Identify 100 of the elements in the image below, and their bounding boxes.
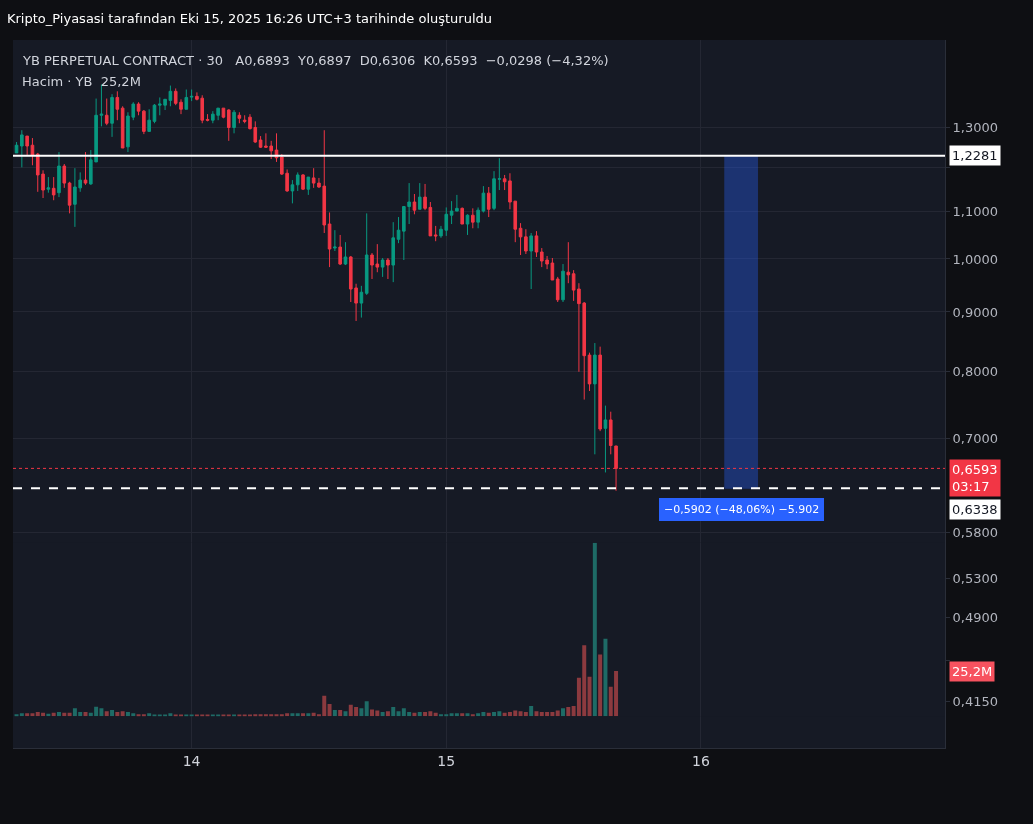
candlestick — [359, 285, 364, 319]
candlestick — [333, 229, 337, 252]
bar — [385, 711, 390, 717]
candlestick — [433, 225, 438, 242]
bar — [454, 713, 459, 717]
y-tick-label: 0,9000 — [952, 304, 999, 320]
bar — [338, 710, 343, 717]
candlestick — [205, 113, 210, 122]
candlestick — [465, 213, 470, 236]
bar — [141, 714, 146, 717]
candlestick — [295, 171, 300, 192]
candlestick — [566, 241, 571, 284]
candlestick — [471, 207, 475, 229]
candlestick — [62, 163, 67, 189]
bar — [433, 712, 438, 717]
y-tick-label: 1,0000 — [952, 251, 999, 267]
bar — [147, 713, 152, 717]
candlestick — [386, 257, 390, 280]
bar — [19, 713, 24, 717]
text: YB PERPETUAL CONTRACT · 30 A0,6893 Y0,6897 D0,6306 K0,6593 −0,0298 (−4,32%) — [22, 53, 609, 68]
y-tick-label: 0,4900 — [952, 610, 999, 626]
y-tick-label: 0,4150 — [952, 693, 999, 709]
bar — [603, 638, 608, 717]
candlestick — [603, 405, 608, 473]
candlestick — [25, 135, 29, 156]
candlestick — [110, 93, 114, 138]
bar — [555, 710, 560, 717]
candlestick — [189, 89, 194, 102]
y-tick-label: 0,7000 — [952, 430, 999, 446]
bar — [115, 711, 120, 717]
bar — [306, 713, 311, 717]
candlestick — [147, 108, 151, 132]
bar — [523, 711, 528, 717]
bar — [566, 707, 571, 717]
candlestick — [364, 212, 369, 296]
candlestick — [67, 181, 72, 214]
bar — [295, 713, 300, 717]
candlestick — [391, 221, 396, 283]
ref-line-label: 0,6593 03:17 — [952, 462, 998, 494]
y-tick-label: 0,5800 — [952, 525, 999, 541]
candlestick — [226, 108, 231, 142]
bar — [417, 711, 422, 717]
candlestick — [57, 151, 61, 198]
bar — [476, 713, 481, 717]
bar — [561, 708, 565, 717]
bar — [592, 542, 597, 717]
bar — [492, 711, 497, 717]
bar — [104, 711, 109, 717]
candlestick — [460, 206, 464, 225]
bar — [301, 713, 306, 717]
bar — [423, 711, 428, 717]
bar — [364, 701, 369, 717]
text: 25,2M — [952, 664, 993, 679]
candlestick — [184, 89, 189, 110]
bar — [587, 676, 592, 717]
bar — [290, 713, 295, 717]
bar — [25, 713, 30, 717]
candlestick — [14, 141, 19, 154]
bar — [470, 714, 475, 717]
bar — [412, 712, 417, 717]
bar — [120, 711, 125, 717]
candlestick — [396, 216, 401, 244]
bar — [62, 712, 67, 717]
bar — [529, 706, 534, 717]
candlestick — [104, 98, 109, 126]
bar — [332, 710, 337, 717]
bar — [110, 710, 115, 717]
y-tick-label: 1,1000 — [952, 203, 999, 219]
candlestick — [529, 232, 533, 290]
candlestick — [598, 346, 602, 432]
bar — [486, 712, 491, 717]
y-tick-label: 1,3000 — [952, 119, 999, 135]
candlestick — [115, 90, 120, 121]
candlestick — [290, 179, 295, 204]
y-tick-label: 0,8000 — [952, 363, 999, 379]
candlestick — [232, 109, 236, 134]
bar — [391, 707, 396, 717]
candlestick — [555, 276, 560, 303]
candlestick — [343, 241, 348, 266]
candlestick — [486, 186, 491, 218]
candlestick — [83, 151, 88, 186]
candlestick — [237, 111, 242, 124]
candlestick — [46, 176, 51, 194]
candlestick — [593, 342, 597, 455]
band-label: −0,5902 (−48,06%) −5.902 — [664, 503, 820, 516]
candlestick — [30, 137, 35, 166]
bar — [534, 711, 539, 717]
bar — [83, 711, 88, 717]
bar — [327, 704, 332, 717]
bar — [380, 711, 385, 717]
bar — [51, 712, 56, 717]
ref-line-label: 1,2281 — [952, 148, 998, 163]
candlestick — [417, 182, 422, 210]
bar — [67, 712, 72, 717]
candlestick — [51, 176, 56, 201]
candlestick — [306, 176, 311, 196]
candlestick — [534, 230, 539, 258]
x-tick-label: 14 — [182, 752, 201, 769]
annotation: Hacim · YB 25,2M — [22, 74, 141, 89]
candlestick — [327, 211, 332, 268]
